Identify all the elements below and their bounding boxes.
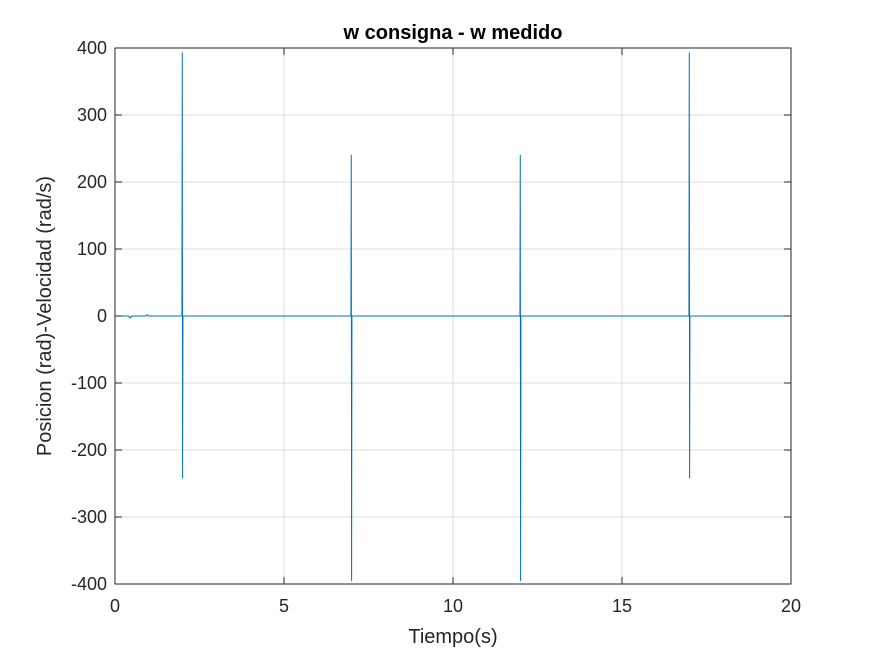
series-line-1	[115, 52, 791, 582]
y-tick-label: 200	[77, 172, 107, 192]
y-tick-labels: -400 -300 -200 -100 0 100 200 300 400	[71, 38, 107, 594]
y-tick-label: -100	[71, 373, 107, 393]
y-tick-label: 300	[77, 105, 107, 125]
chart-title: w consigna - w medido	[343, 22, 563, 44]
x-tick-labels: 0 5 10 15 20	[110, 596, 801, 616]
y-tick-label: -200	[71, 440, 107, 460]
x-tick-label: 20	[781, 596, 801, 616]
x-tick-label: 5	[279, 596, 289, 616]
x-axis-label: Tiempo(s)	[408, 626, 497, 648]
y-tick-label: 100	[77, 239, 107, 259]
y-tick-label: 400	[77, 38, 107, 58]
y-tick-label: 0	[97, 306, 107, 326]
ticks	[114, 47, 792, 585]
x-tick-label: 10	[443, 596, 463, 616]
series-group	[115, 52, 791, 582]
y-tick-label: -400	[71, 574, 107, 594]
y-axis-label: Posicion (rad)-Velocidad (rad/s)	[34, 176, 56, 456]
x-tick-label: 0	[110, 596, 120, 616]
x-tick-label: 15	[612, 596, 632, 616]
y-tick-label: -300	[71, 507, 107, 527]
